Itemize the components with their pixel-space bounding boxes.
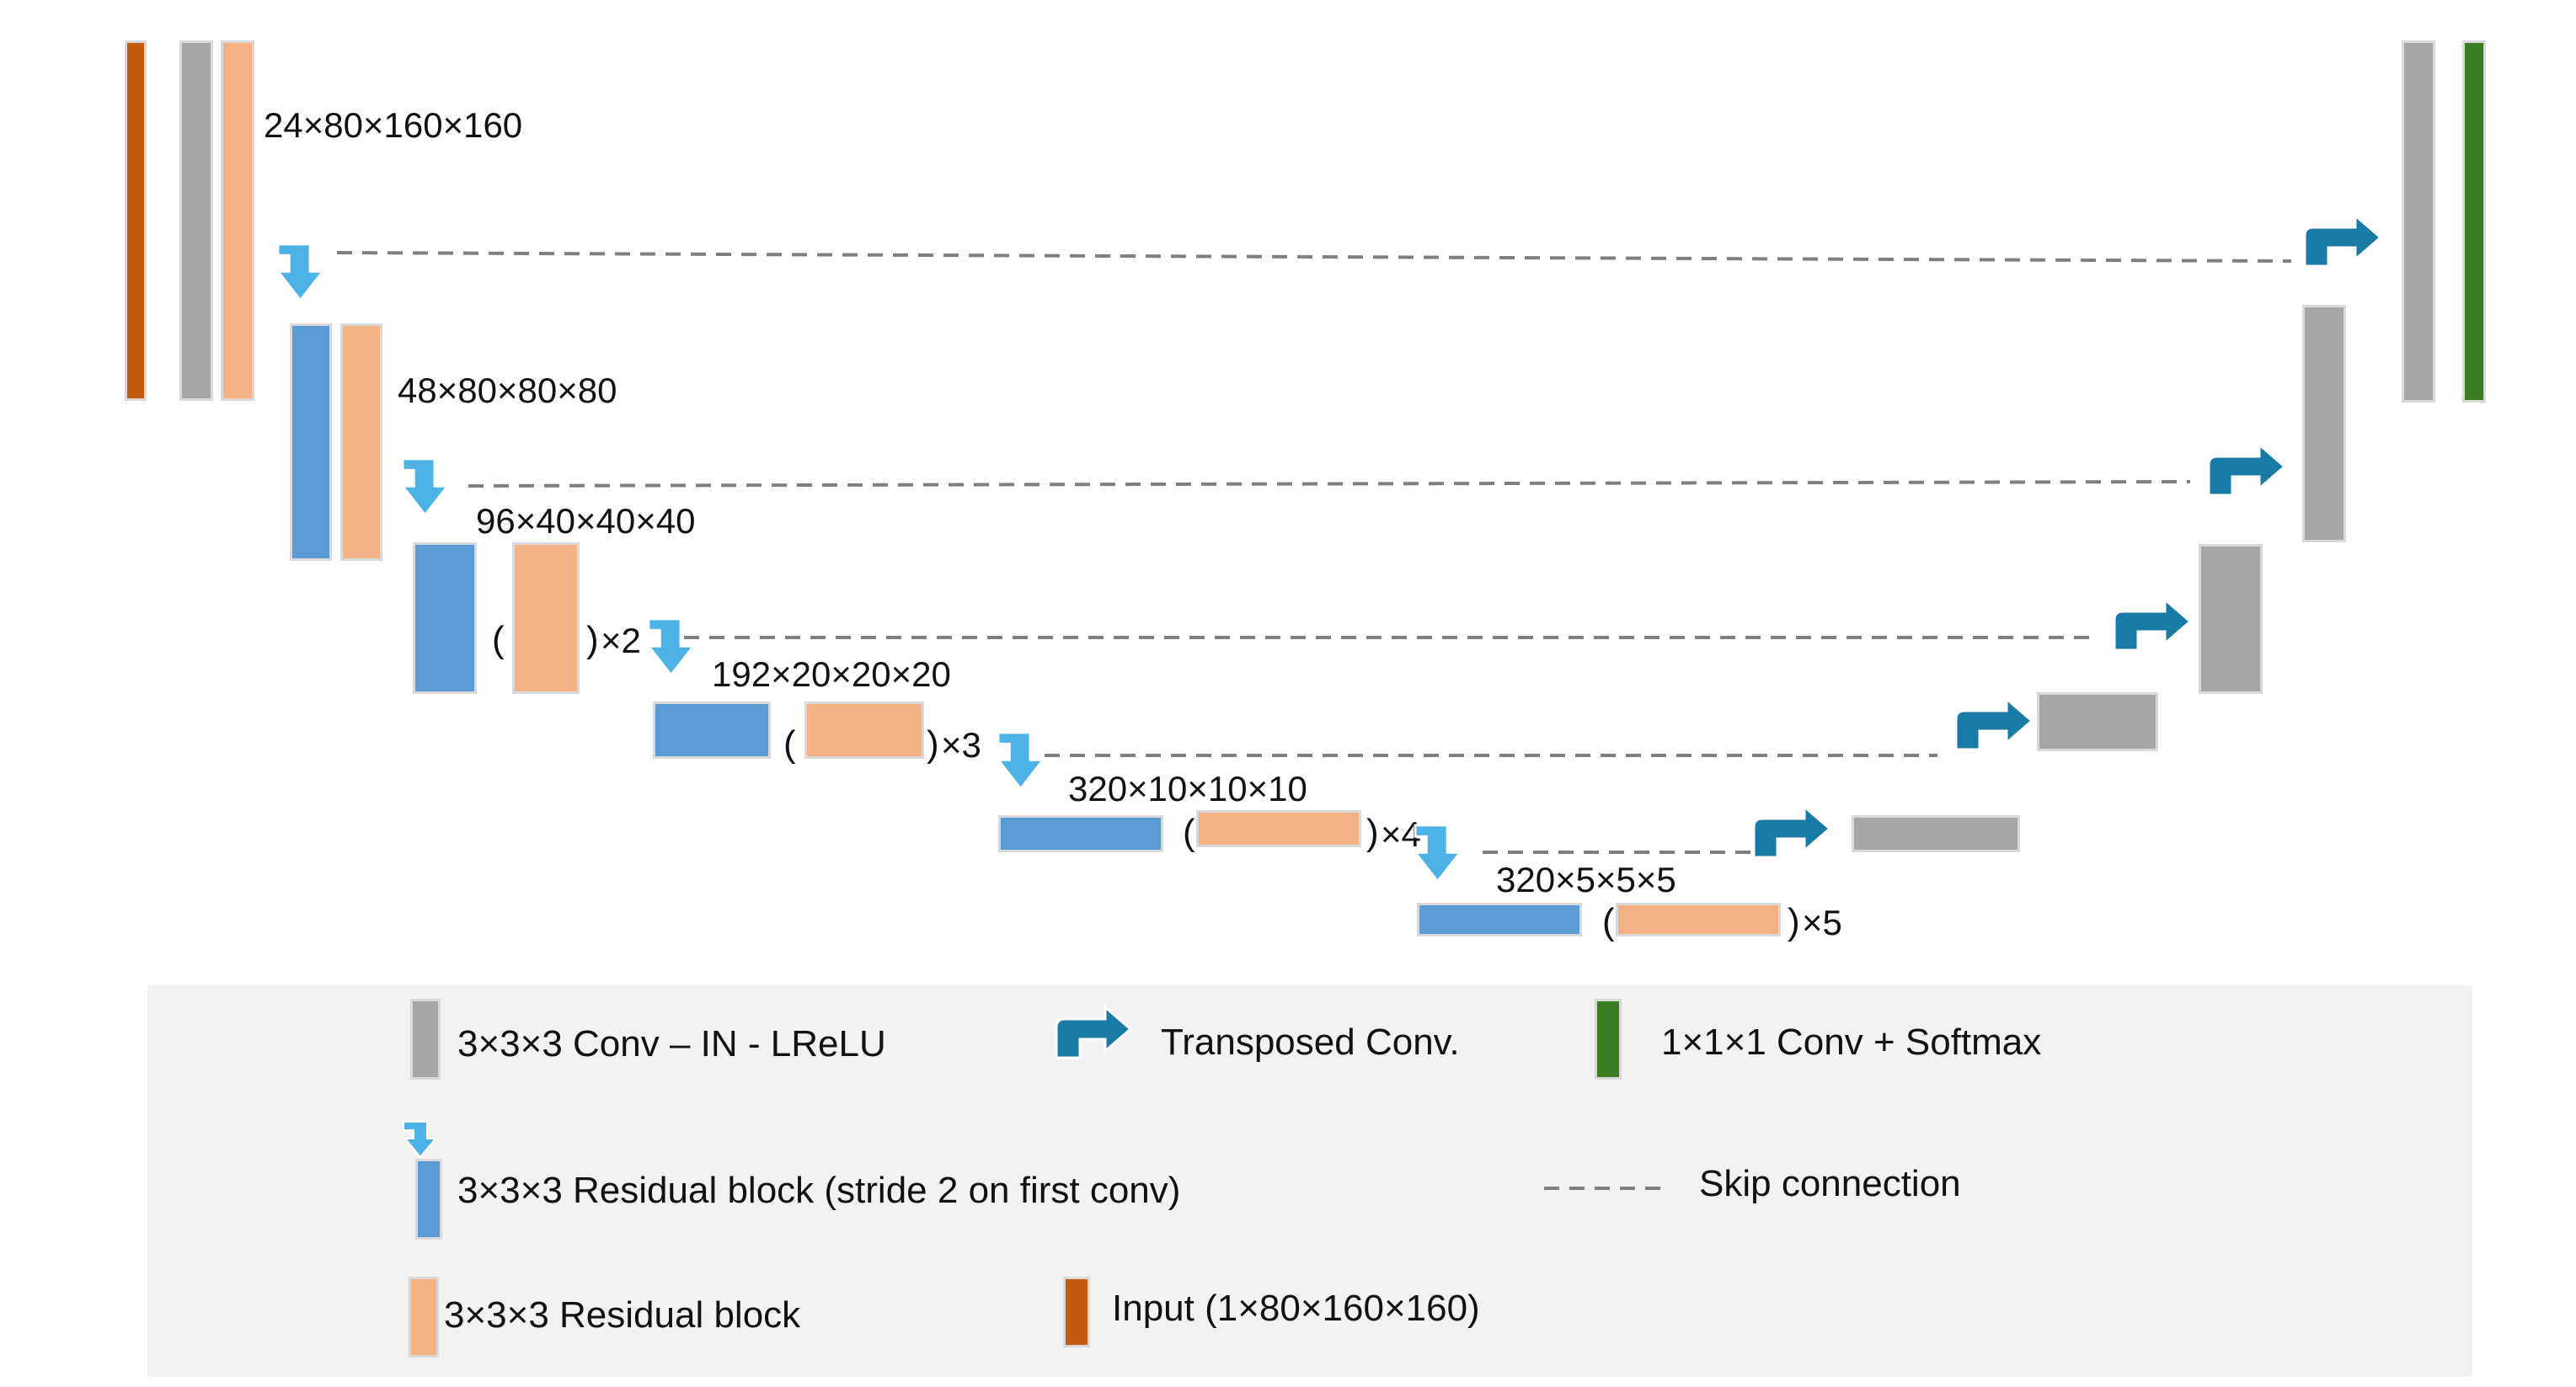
legend-conv-swatch (410, 999, 441, 1080)
decoder-conv-block-level3 (2199, 544, 2263, 694)
down-arrow-icon (403, 1121, 438, 1159)
residual-block-level5 (1196, 810, 1361, 847)
residual-stride-block-level4 (653, 702, 771, 759)
shape-label-level1: 24×80×160×160 (264, 105, 523, 145)
shape-label-level2: 48×80×80×80 (398, 371, 617, 410)
open-paren-level5: ( (1183, 812, 1195, 853)
input-block (125, 40, 147, 401)
shape-label-level4: 192×20×20×20 (712, 654, 951, 694)
down-arrow-icon (997, 731, 1045, 790)
legend-softmax-label: 1×1×1 Conv + Softmax (1661, 1022, 2042, 1063)
softmax-output-block (2462, 40, 2486, 403)
legend-panel: 3×3×3 Conv – IN - LReLU Transposed Conv.… (147, 985, 2472, 1377)
legend-input-label: Input (1×80×160×160) (1112, 1288, 1480, 1329)
residual-stride-block-level2 (290, 323, 332, 561)
legend-residual-swatch (409, 1277, 439, 1358)
close-paren-level4: ) (927, 723, 939, 765)
skip-connection-level2 (468, 480, 2191, 488)
legend-conv-label: 3×3×3 Conv – IN - LReLU (457, 1023, 886, 1064)
residual-block-level2 (340, 323, 382, 561)
residual-stride-block-level5 (998, 815, 1163, 852)
open-paren-level6: ( (1602, 901, 1615, 942)
transposed-conv-arrow-icon (2207, 443, 2286, 497)
legend-skip-label: Skip connection (1699, 1163, 1961, 1204)
residual-block-level1 (221, 40, 254, 401)
close-paren-level3: ) (586, 619, 599, 660)
down-arrow-icon (647, 617, 695, 676)
close-paren-level5: ) (1366, 812, 1379, 853)
legend-residual-label: 3×3×3 Residual block (444, 1294, 801, 1336)
transposed-conv-arrow-icon (1055, 1004, 1133, 1059)
residual-block-level6 (1616, 903, 1781, 936)
down-arrow-icon (401, 457, 449, 516)
decoder-conv-block-level1 (2402, 40, 2435, 403)
conv-block-level1 (179, 40, 213, 401)
legend-transposed-label: Transposed Conv. (1161, 1022, 1460, 1063)
skip-connection-swatch (1544, 1187, 1670, 1190)
legend-softmax-swatch (1595, 999, 1622, 1080)
legend-residual-stride-label: 3×3×3 Residual block (stride 2 on first … (457, 1170, 1181, 1211)
repeat-label-level6: ×5 (1802, 903, 1842, 942)
shape-label-level6: 320×5×5×5 (1496, 860, 1676, 899)
open-paren-level3: ( (492, 619, 505, 660)
transposed-conv-arrow-icon (2303, 214, 2382, 268)
down-arrow-icon (276, 243, 324, 301)
close-paren-level6: ) (1788, 901, 1800, 942)
residual-stride-block-level3 (413, 542, 477, 694)
transposed-conv-arrow-icon (2113, 598, 2192, 652)
residual-block-level3 (512, 542, 580, 694)
transposed-conv-arrow-icon (1752, 805, 1831, 859)
legend-input-swatch (1063, 1277, 1090, 1347)
transposed-conv-arrow-icon (1954, 697, 2034, 751)
legend-residual-stride-swatch (415, 1159, 442, 1240)
decoder-conv-block-level5 (1852, 815, 2020, 852)
repeat-label-level4: ×3 (941, 725, 981, 765)
down-arrow-icon (1414, 824, 1462, 883)
shape-label-level5: 320×10×10×10 (1068, 769, 1307, 808)
residual-stride-block-level6 (1417, 903, 1582, 936)
open-paren-level4: ( (783, 723, 796, 765)
decoder-conv-block-level4 (2037, 692, 2158, 751)
residual-block-level4 (804, 702, 924, 759)
skip-connection-level1 (336, 251, 2292, 263)
decoder-conv-block-level2 (2302, 305, 2346, 542)
repeat-label-level3: ×2 (601, 621, 641, 660)
shape-label-level3: 96×40×40×40 (476, 501, 696, 541)
